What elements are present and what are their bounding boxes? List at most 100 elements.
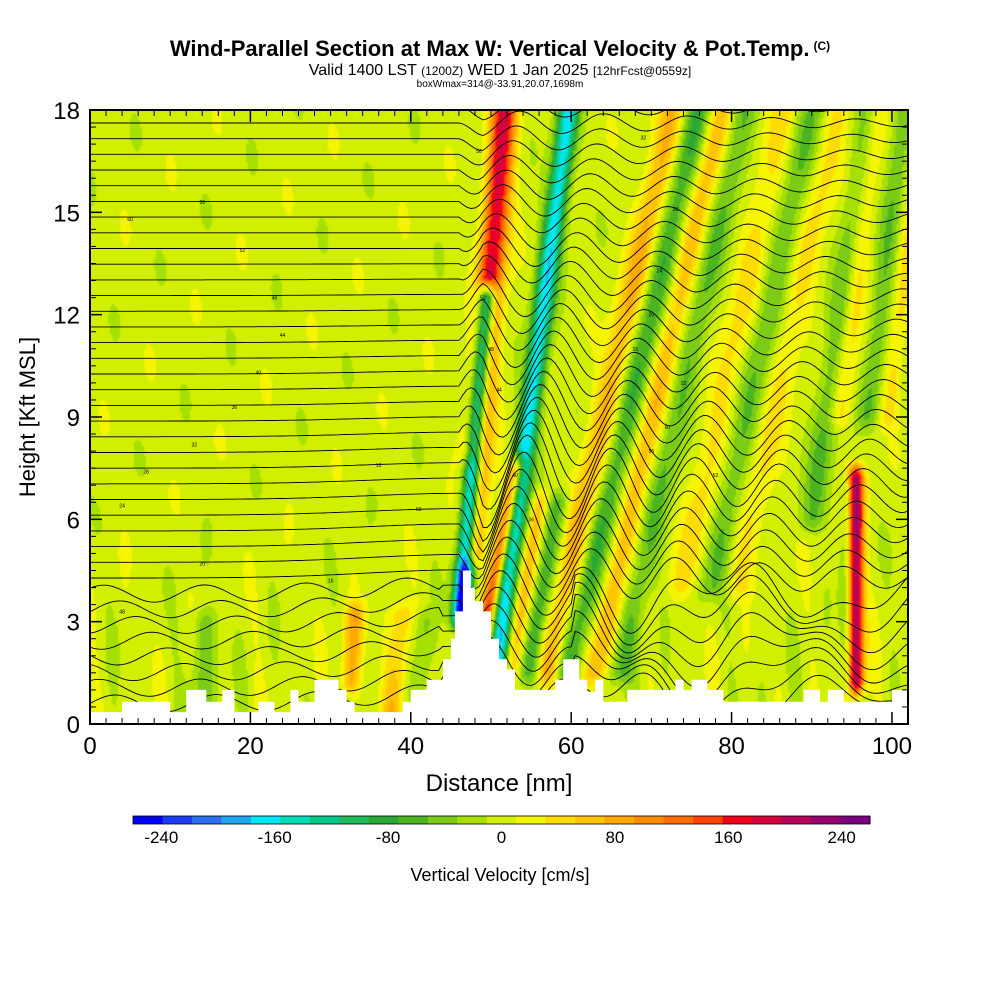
contour-label: 52 bbox=[713, 473, 719, 479]
y-tick-label: 12 bbox=[53, 303, 80, 330]
contour-label: 40 bbox=[512, 473, 518, 479]
terrain bbox=[90, 570, 908, 724]
colorbar-swatch bbox=[250, 816, 281, 824]
isentrope-line bbox=[90, 184, 908, 217]
contour-label: 40 bbox=[256, 371, 262, 377]
contour-label: 16 bbox=[633, 347, 639, 353]
box-info: boxWmax=314@-33.91,20.07,1698m bbox=[416, 79, 584, 90]
isentrope-line bbox=[90, 610, 908, 689]
colorbar-swatch bbox=[339, 816, 370, 824]
contour-label: 12 bbox=[376, 463, 382, 469]
valid-utc: (1200Z) bbox=[421, 64, 464, 78]
isentrope-line bbox=[90, 519, 908, 588]
contour-label: 28 bbox=[143, 470, 149, 476]
isentrope-line bbox=[90, 316, 908, 369]
contour-label: 56 bbox=[199, 200, 205, 206]
colorbar-swatch bbox=[221, 816, 252, 824]
title-text: Wind-Parallel Section at Max W: Vertical… bbox=[169, 36, 810, 61]
colorbar-swatch bbox=[604, 816, 635, 824]
contour-label: 44 bbox=[496, 388, 502, 394]
colorbar-swatch bbox=[545, 816, 576, 824]
x-tick-label: 100 bbox=[872, 733, 912, 760]
colorbar-swatch bbox=[811, 816, 842, 824]
contour-label: 52 bbox=[480, 296, 486, 302]
isentrope-line bbox=[90, 198, 908, 234]
colorbar-swatch bbox=[663, 816, 694, 824]
isentrope-line bbox=[90, 81, 908, 103]
contour-label: 44 bbox=[280, 333, 286, 339]
forecast-info: [12hrFcst@0559z] bbox=[593, 64, 692, 78]
isentrope-line bbox=[90, 298, 908, 351]
isentrope-line bbox=[90, 110, 908, 136]
isentrope-line bbox=[90, 536, 908, 602]
colorbar-swatch bbox=[575, 816, 606, 824]
valid-time: Valid 1400 LST bbox=[308, 62, 417, 79]
contour-label: 52 bbox=[240, 248, 246, 254]
contour-label: 12 bbox=[681, 381, 687, 387]
contour-label: 56 bbox=[649, 449, 655, 455]
isentrope-line bbox=[90, 282, 908, 334]
isentrope-line bbox=[90, 370, 908, 438]
colorbar-swatch bbox=[398, 816, 429, 824]
colorbar-swatch bbox=[191, 816, 222, 824]
isentrope-line bbox=[90, 384, 908, 456]
colorbar-label: Vertical Velocity [cm/s] bbox=[410, 865, 589, 885]
isentrope-line bbox=[90, 581, 908, 654]
isentrope-line bbox=[90, 268, 908, 317]
y-tick-label: 9 bbox=[67, 405, 80, 432]
colorbar-tick-label: -80 bbox=[376, 828, 401, 847]
x-axis: 0 20 40 60 80 100 bbox=[83, 110, 912, 760]
isentrope-line bbox=[90, 344, 908, 403]
colorbar-swatch bbox=[133, 816, 163, 824]
contour-label: 48 bbox=[488, 347, 494, 353]
colorbar-swatch bbox=[162, 816, 193, 824]
y-axis-label: Height [Kft MSL] bbox=[15, 337, 40, 497]
contour-label: 16 bbox=[328, 579, 334, 585]
contour-label: 48 bbox=[119, 609, 125, 615]
isentrope-line bbox=[90, 330, 908, 386]
valid-date: WED 1 Jan 2025 bbox=[467, 62, 589, 79]
isentrope-line bbox=[90, 255, 908, 301]
isentrope-line bbox=[90, 357, 908, 420]
colorbar-tick-label: 80 bbox=[605, 828, 624, 847]
colorbar-tick-label: -160 bbox=[258, 828, 292, 847]
isentrope-line bbox=[90, 169, 908, 200]
contour-label: 60 bbox=[127, 217, 133, 223]
isentrope-line bbox=[90, 434, 908, 529]
y-tick-label: 15 bbox=[53, 200, 80, 227]
contour-label: 24 bbox=[657, 268, 663, 274]
contour-label: 48 bbox=[272, 296, 278, 302]
y-tick-label: 3 bbox=[67, 610, 80, 637]
contour-label: 20 bbox=[199, 562, 205, 568]
chart-title: Wind-Parallel Section at Max W: Vertical… bbox=[0, 36, 1000, 62]
y-axis: 0 36 9 12 15 18 bbox=[53, 98, 908, 739]
colorbar-tick-label: -240 bbox=[144, 828, 178, 847]
contour-label: 32 bbox=[191, 442, 197, 448]
x-tick-label: 40 bbox=[397, 733, 424, 760]
y-tick-label: 18 bbox=[53, 98, 80, 125]
x-tick-label: 20 bbox=[237, 733, 264, 760]
contour-label: 36 bbox=[232, 405, 238, 411]
y-tick-label: 0 bbox=[67, 712, 80, 739]
colorbar-tick-label: 0 bbox=[497, 828, 506, 847]
isentrope-line bbox=[90, 409, 908, 492]
colorbar-swatch bbox=[427, 816, 458, 824]
colorbar-swatch bbox=[693, 816, 724, 824]
isentrope-line bbox=[90, 140, 908, 167]
colorbar-swatch bbox=[781, 816, 812, 824]
colorbar-swatch bbox=[516, 816, 547, 824]
contour-label: 20 bbox=[649, 313, 655, 319]
isentrope-line bbox=[90, 397, 908, 474]
isentrope-line bbox=[90, 227, 908, 267]
colorbar-swatch bbox=[309, 816, 340, 824]
contour-label: 24 bbox=[119, 504, 125, 510]
isentrope-line bbox=[90, 451, 908, 543]
colorbar-tick-label: 160 bbox=[714, 828, 742, 847]
vertical-velocity-field bbox=[90, 110, 908, 724]
chart-subtitle: Valid 1400 LST (1200Z) WED 1 Jan 2025 [1… bbox=[0, 62, 1000, 80]
contour-label: 60 bbox=[665, 425, 671, 431]
colorbar-swatch bbox=[457, 816, 488, 824]
contour-label: 28 bbox=[673, 207, 679, 213]
isentrope-line bbox=[90, 502, 908, 575]
colorbar-swatch bbox=[280, 816, 311, 824]
